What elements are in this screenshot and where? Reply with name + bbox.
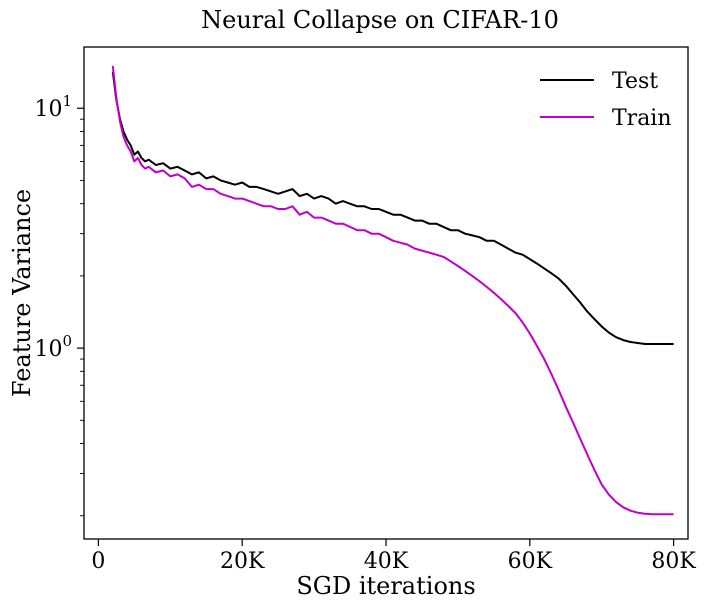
x-tick-label-3: 60K	[508, 549, 553, 574]
legend-label-train: Train	[612, 106, 672, 131]
series-lines	[111, 65, 674, 516]
y-tick-label-1: 101	[34, 92, 72, 122]
x-tick-label-4: 80K	[651, 549, 696, 574]
x-tick-label-0: 0	[91, 549, 105, 574]
x-tick-label-1: 20K	[220, 549, 265, 574]
legend-label-test: Test	[612, 69, 658, 94]
chart-title: Neural Collapse on CIFAR-10	[201, 6, 559, 34]
series-line-train	[111, 65, 674, 516]
y-tick-exponent-0: 0	[62, 332, 72, 350]
legend-item-test: Test	[540, 69, 658, 94]
y-axis-label: Feature Variance	[8, 189, 36, 397]
series-line-test	[111, 71, 674, 345]
y-tick-label-0: 100	[34, 332, 72, 362]
legend-item-train: Train	[540, 106, 672, 131]
x-axis-ticks: 0 20K 40K 60K 80K	[91, 539, 696, 574]
y-tick-base-0: 10	[34, 337, 62, 362]
x-axis-label: SGD iterations	[296, 572, 475, 600]
x-tick-label-2: 40K	[364, 549, 409, 574]
y-axis-minor-ticks	[80, 118, 84, 517]
legend: Test Train	[540, 69, 672, 131]
y-tick-exponent-1: 1	[62, 92, 72, 110]
y-tick-base-1: 10	[34, 97, 62, 122]
